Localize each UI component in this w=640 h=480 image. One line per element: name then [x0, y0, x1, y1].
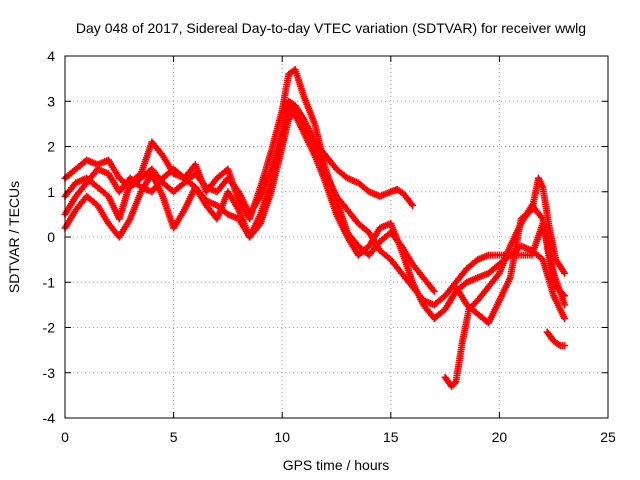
y-tick-label: 4 [47, 48, 55, 64]
y-tick-label: 2 [47, 139, 55, 155]
x-tick-label: 20 [492, 429, 508, 445]
y-tick-label: -2 [43, 320, 56, 336]
grid [65, 56, 608, 418]
x-axis-label: GPS time / hours [283, 457, 390, 473]
x-tick-label: 0 [61, 429, 69, 445]
y-axis-label: SDTVAR / TECUs [6, 181, 22, 293]
chart-title: Day 048 of 2017, Sidereal Day-to-day VTE… [76, 20, 586, 36]
x-tick-label: 10 [274, 429, 290, 445]
data-point [430, 287, 438, 295]
y-tick-label: 1 [47, 184, 55, 200]
x-tick-label: 5 [170, 429, 178, 445]
y-tick-labels: -4 -3 -2 -1 0 1 2 3 4 [43, 48, 56, 426]
y-tick-label: -1 [43, 274, 56, 290]
y-tick-label: 0 [47, 229, 55, 245]
data-point [561, 301, 569, 309]
satellite-track-3 [61, 102, 569, 322]
data-point [409, 201, 417, 209]
data-point [451, 379, 459, 387]
data-point [561, 292, 569, 300]
y-tick-label: 3 [47, 93, 55, 109]
data-point [561, 342, 569, 350]
satellite-track-2 [61, 66, 438, 295]
axis-ticks [64, 55, 609, 419]
data-point [559, 290, 567, 298]
satellite-track-7 [543, 328, 569, 350]
y-tick-label: -4 [43, 410, 56, 426]
x-tick-labels: 0 5 10 15 20 25 [61, 429, 616, 445]
y-tick-label: -3 [43, 365, 56, 381]
x-tick-label: 25 [600, 429, 616, 445]
x-tick-label: 15 [383, 429, 399, 445]
data-points [61, 66, 569, 390]
satellite-track-6 [452, 174, 569, 327]
series-traces [64, 68, 565, 387]
plot-frame [64, 55, 609, 419]
data-point [561, 314, 569, 322]
data-point [561, 269, 569, 277]
